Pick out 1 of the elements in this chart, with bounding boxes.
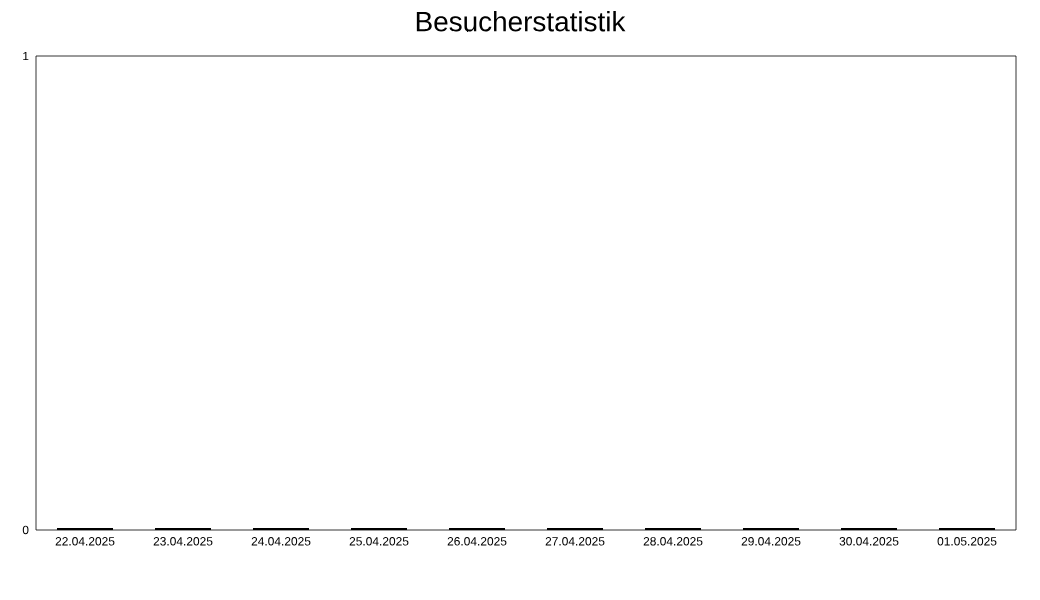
chart-title: Besucherstatistik [416,11,626,32]
